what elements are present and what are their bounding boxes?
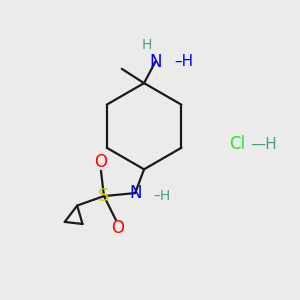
Text: –H: –H: [153, 189, 170, 203]
Text: O: O: [94, 154, 107, 172]
Text: O: O: [111, 219, 124, 237]
Text: N: N: [129, 184, 141, 202]
Text: —H: —H: [250, 136, 277, 152]
Text: H: H: [141, 38, 152, 52]
Text: S: S: [98, 187, 110, 205]
Text: –H: –H: [175, 54, 194, 69]
Text: N: N: [149, 53, 162, 71]
Text: Cl: Cl: [229, 135, 245, 153]
